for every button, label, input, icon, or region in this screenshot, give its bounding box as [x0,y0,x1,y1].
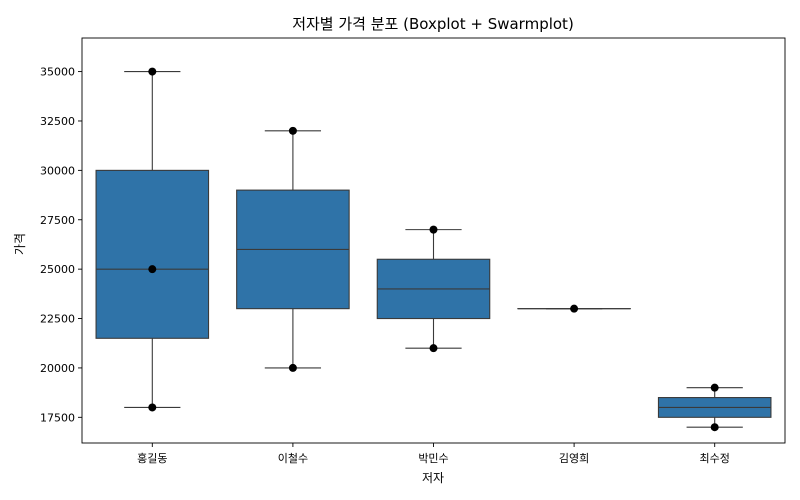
plot-area: 17500 20000 22500 25000 27500 30000 32500 35000… [40,37,786,465]
y-tick-label: 17500 [40,411,75,424]
swarm-point [288,363,297,372]
box-group-김영희 [517,304,631,313]
swarm-point [288,126,297,135]
chart-title: 저자별 가격 분포 (Boxplot + Swarmplot) [292,15,574,33]
y-tick-label: 22500 [40,313,75,326]
y-tick-label: 27500 [40,214,75,227]
box-group-이철수 [236,126,350,372]
iqr-box [95,169,210,339]
y-axis-label: 가격 [13,233,27,255]
swarm-point [570,304,579,313]
y-tick-label: 20000 [40,362,75,375]
box-group-최수정 [657,383,772,432]
y-tick-label: 30000 [40,164,75,177]
box-group-홍길동 [95,67,210,412]
x-tick-label: 박민수 [418,452,448,465]
x-tick-label: 이철수 [278,452,308,465]
x-tick-label: 김영희 [559,452,589,465]
swarm-point [148,265,157,274]
y-tick-label: 25000 [40,263,75,276]
swarm-point [148,67,157,76]
swarm-point [710,423,719,432]
x-tick-label: 홍길동 [137,451,167,465]
x-axis-label: 저자 [422,471,444,485]
y-tick-label: 32500 [40,115,75,128]
y-tick-label: 35000 [40,66,75,79]
box-group-박민수 [376,225,491,353]
swarm-point [148,403,157,412]
swarm-point [429,344,438,353]
x-tick-label: 최수정 [700,452,730,465]
swarm-point [429,225,438,234]
swarm-point [710,383,719,392]
